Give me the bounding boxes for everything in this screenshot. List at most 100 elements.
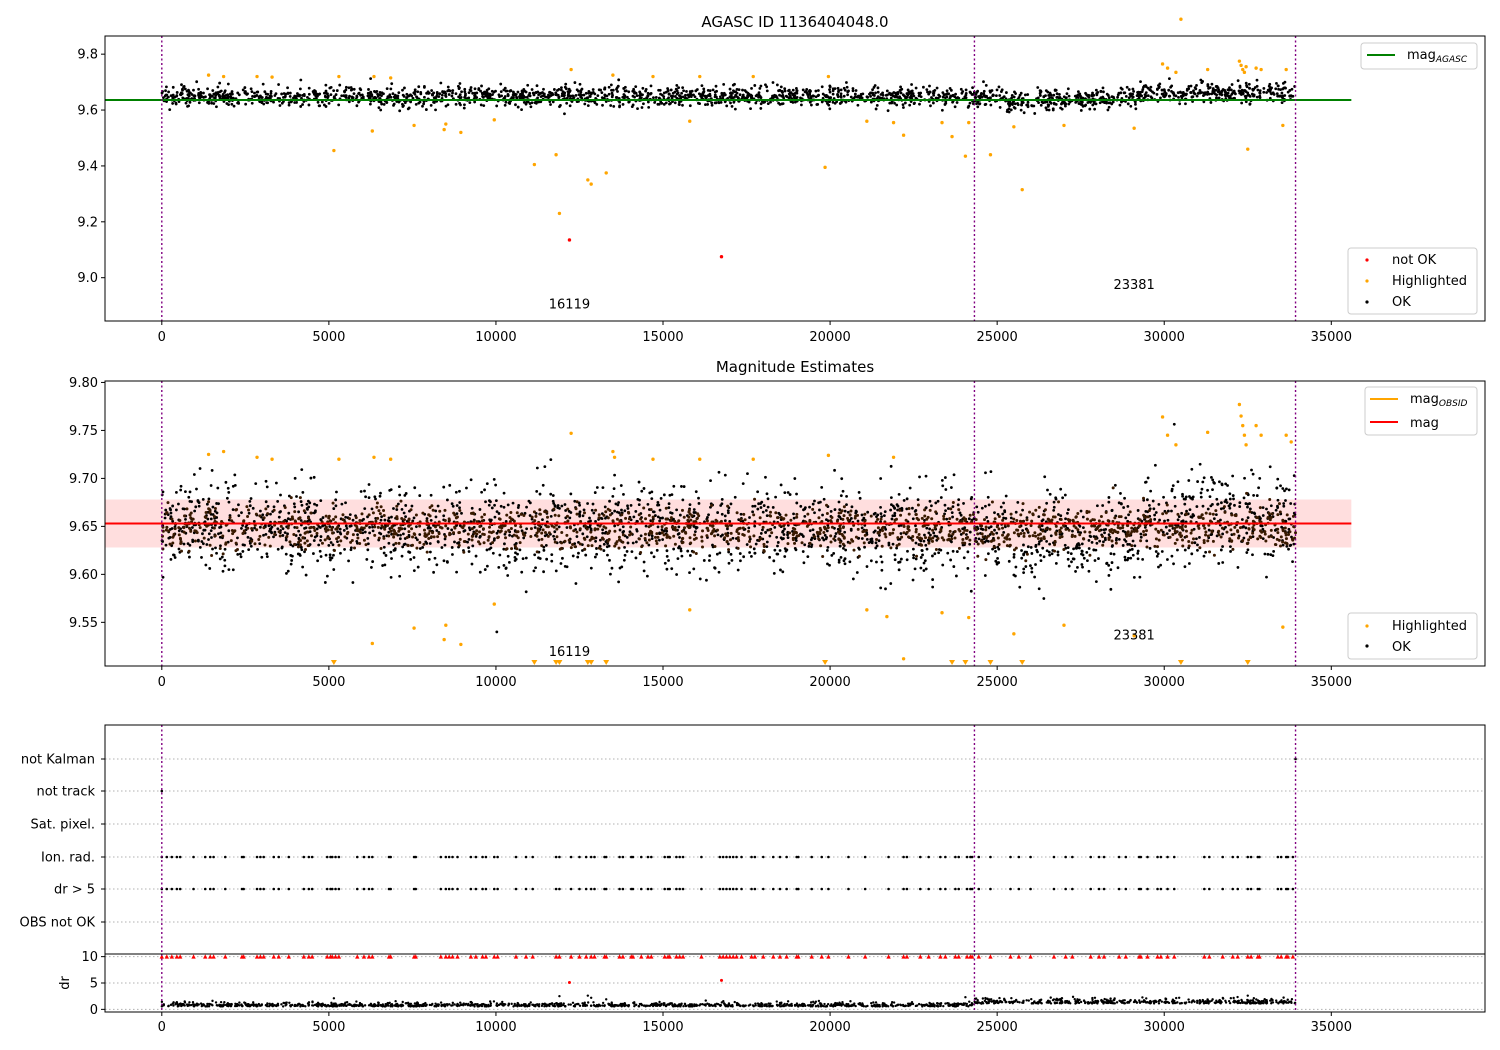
p2-ok-point [390,515,393,519]
p2-obsid-estimate-point [331,531,335,535]
p2-ok-point [1211,488,1214,491]
p1-ok-point [679,95,682,98]
p1-ok-point [1125,85,1129,89]
p1-ok-point [162,96,165,100]
p1-ok-point [722,91,726,95]
p2-ok-point [581,532,585,536]
p2-ok-point [434,509,438,513]
p1-ok-point [943,93,947,96]
p1-ok-point [749,107,752,111]
p2-ok-point [1046,488,1049,492]
p2-obsid-estimate-point [674,528,678,532]
p2-ok-point [720,512,724,516]
p1-ok-point [689,95,693,99]
p2-ok-point [830,553,834,557]
p2-ok-point [899,532,903,535]
p1-ok-point [440,93,444,97]
p1-ok-point [1187,85,1191,88]
p1-ok-point [884,93,888,97]
p1-ok-point [1193,86,1197,90]
p1-ok-point [677,103,681,106]
p2-ok-point [779,568,782,572]
p1-ok-point [1020,103,1023,107]
p2-ok-point [879,505,882,509]
p2-ok-point [895,546,898,550]
p2-ok-point [276,547,280,551]
p2-ok-point [1265,575,1268,579]
p2-ok-point [186,542,190,546]
p1-ok-point [396,94,400,98]
p1-ok-point [277,83,280,86]
p2-ok-point [955,550,959,553]
p2-ok-point [928,499,932,503]
p2-ok-point [1181,494,1184,498]
p1-ok-point [1119,86,1123,90]
p2-ok-point [313,535,317,539]
p2-ok-point [249,497,253,500]
p1-ok-point [1210,82,1214,86]
p2-ok-point [802,561,806,565]
p1-ok-point [218,94,222,98]
p1-ok-point [178,93,182,96]
p2-obsid-estimate-point [171,535,175,539]
p1-ok-point [1168,94,1172,98]
p2-ok-point [1190,467,1194,471]
p2-ok-point [843,530,847,534]
p2-ok-point [895,503,899,507]
p1-ok-point [1247,82,1251,86]
p2-obsid-estimate-point [726,504,730,508]
p2-ok-point [1159,563,1163,567]
p2-ok-point [453,540,456,544]
p1-ok-point [1048,91,1052,95]
p1-ok-point [912,102,916,105]
p1-point-highlighted [442,127,446,132]
p1-ok-point [348,94,351,98]
p2-ok-point [210,469,214,472]
p2-ok-point [1238,501,1242,505]
p2-ok-point [786,523,790,527]
p2-ok-point [1202,476,1206,480]
p2-ok-point [1206,507,1210,511]
p2-ok-point [1126,556,1130,560]
p2-ok-point [409,557,413,561]
p1-ok-point [1116,95,1119,99]
p2-ok-point [535,490,539,493]
p2-ok-point [506,503,510,507]
p2-ok-point [1257,486,1261,490]
p2-ok-point [1157,565,1160,569]
p2-ok-point [237,514,241,518]
p2-ok-point [269,512,272,516]
p2-ok-point [219,525,223,529]
p2-ok-point [658,531,662,535]
p2-obsid-estimate-point [1236,536,1240,540]
p2-ok-point [1116,566,1120,570]
p1-ok-point [1096,91,1100,94]
p2-ok-point [432,570,435,574]
p2-ok-point [261,513,265,517]
p2-ok-point [336,530,340,534]
p1-ok-point [1129,94,1133,98]
p2-ok-point [951,505,955,509]
p2-ok-point [889,464,893,468]
p2-ok-point [474,534,478,538]
p1-ok-point [327,101,331,105]
p1-ok-point [821,92,825,96]
p2-ok-point [625,535,629,539]
p2-ok-point [429,493,433,497]
p1-ok-point [954,92,957,96]
p2-ok-point [1043,530,1047,533]
p2-ok-point [1224,482,1228,486]
p2-obsid-estimate-point [825,512,829,516]
p2-ok-point [1048,542,1052,546]
p2-ok-point [919,539,923,543]
p2-ok-point [1123,555,1127,559]
p1-ok-point [890,100,894,104]
p2-ok-point [772,559,776,563]
p1-ok-point [473,87,477,91]
p1-ok-point [719,100,723,104]
p1-ok-point [317,104,321,108]
p2-ok-point [1206,488,1209,492]
p2-ok-point [1161,530,1165,534]
p1-ok-point [1167,77,1171,81]
p2-ok-point [1004,494,1008,498]
